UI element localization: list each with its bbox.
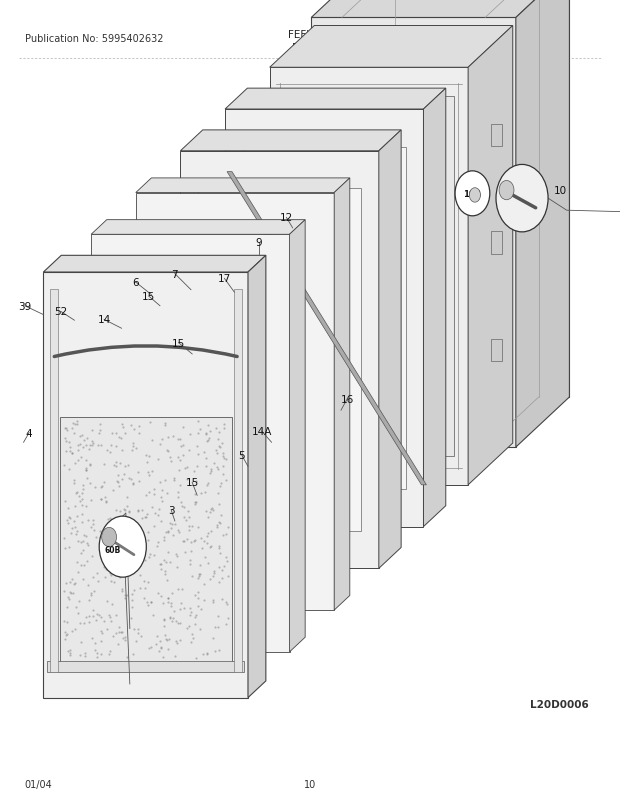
- Polygon shape: [379, 131, 401, 569]
- Polygon shape: [243, 148, 405, 489]
- Polygon shape: [270, 26, 513, 68]
- Text: DOOR: DOOR: [292, 42, 328, 55]
- Text: 10: 10: [554, 186, 567, 196]
- Text: 3: 3: [168, 505, 174, 515]
- Circle shape: [496, 165, 548, 233]
- Polygon shape: [136, 179, 350, 193]
- Text: 6: 6: [132, 277, 138, 287]
- Polygon shape: [334, 179, 350, 610]
- Circle shape: [99, 516, 146, 577]
- Circle shape: [102, 528, 117, 547]
- Polygon shape: [491, 124, 502, 148]
- Text: 01/04: 01/04: [25, 780, 53, 789]
- Text: 10: 10: [304, 780, 316, 789]
- Text: 7: 7: [172, 269, 178, 279]
- Text: Publication No: 5995402632: Publication No: 5995402632: [25, 34, 163, 44]
- Polygon shape: [43, 273, 248, 698]
- Polygon shape: [43, 256, 266, 273]
- Text: 52: 52: [54, 307, 68, 317]
- Polygon shape: [225, 110, 423, 527]
- Text: 10B: 10B: [463, 189, 482, 199]
- Text: 5: 5: [239, 451, 245, 460]
- Polygon shape: [491, 232, 502, 254]
- Polygon shape: [225, 89, 446, 110]
- Polygon shape: [136, 193, 334, 610]
- Polygon shape: [93, 298, 293, 610]
- Text: FEFL78C: FEFL78C: [288, 30, 332, 39]
- Polygon shape: [227, 172, 427, 485]
- Text: 14A: 14A: [252, 427, 272, 436]
- Circle shape: [499, 181, 514, 200]
- Polygon shape: [365, 0, 569, 398]
- Polygon shape: [60, 417, 232, 664]
- Text: 9: 9: [256, 237, 262, 247]
- Polygon shape: [311, 0, 569, 18]
- Polygon shape: [423, 89, 446, 527]
- Text: 12: 12: [280, 213, 293, 223]
- Text: 15: 15: [142, 292, 156, 302]
- Text: 4: 4: [26, 428, 32, 438]
- Polygon shape: [180, 152, 379, 569]
- Circle shape: [455, 172, 490, 217]
- Polygon shape: [516, 0, 569, 448]
- Text: L20D0006: L20D0006: [530, 699, 589, 709]
- Polygon shape: [50, 290, 58, 672]
- Circle shape: [469, 188, 481, 203]
- Polygon shape: [91, 221, 305, 235]
- Polygon shape: [290, 221, 305, 652]
- Polygon shape: [283, 97, 454, 456]
- Polygon shape: [270, 68, 468, 485]
- Polygon shape: [180, 131, 401, 152]
- Text: eReplacementParts.com: eReplacementParts.com: [242, 440, 378, 450]
- Polygon shape: [311, 18, 516, 448]
- Text: 14: 14: [97, 315, 111, 325]
- Text: 15: 15: [172, 338, 185, 348]
- Polygon shape: [491, 339, 502, 362]
- Text: 17: 17: [218, 274, 231, 284]
- Text: 16: 16: [340, 395, 354, 404]
- Text: 60B: 60B: [105, 545, 121, 555]
- Polygon shape: [234, 290, 242, 672]
- Polygon shape: [48, 662, 244, 672]
- Polygon shape: [198, 189, 361, 531]
- Polygon shape: [468, 26, 513, 485]
- Text: 15: 15: [185, 478, 199, 488]
- Polygon shape: [91, 235, 290, 652]
- Polygon shape: [304, 444, 328, 485]
- Text: 39: 39: [18, 302, 32, 311]
- Polygon shape: [248, 256, 266, 698]
- FancyArrowPatch shape: [55, 346, 237, 357]
